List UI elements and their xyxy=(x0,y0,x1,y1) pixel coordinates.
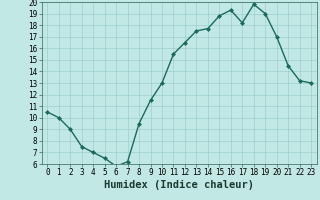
X-axis label: Humidex (Indice chaleur): Humidex (Indice chaleur) xyxy=(104,180,254,190)
